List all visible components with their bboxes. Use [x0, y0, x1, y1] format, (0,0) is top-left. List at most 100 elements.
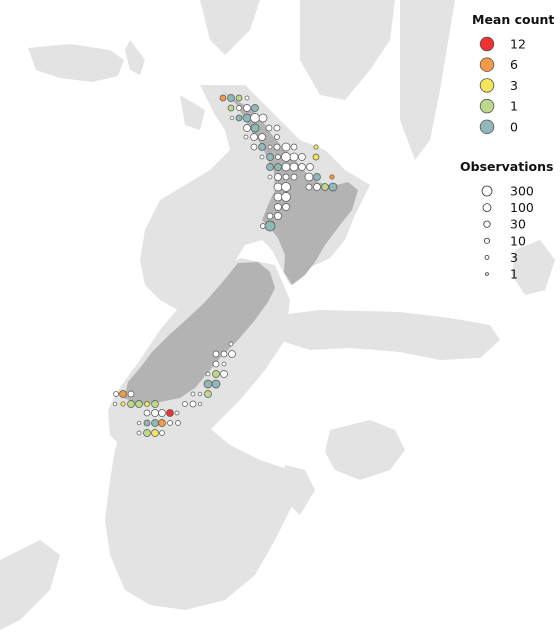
observation-marker	[281, 162, 291, 172]
observation-marker	[174, 410, 180, 416]
observation-marker	[266, 153, 274, 161]
legend-mean-count-swatch	[479, 36, 495, 52]
observation-marker	[267, 174, 273, 180]
observation-marker	[243, 104, 251, 112]
legend-mean-count-swatch	[479, 98, 495, 114]
legend-mean-count-label: 6	[510, 57, 518, 72]
observation-marker	[189, 400, 197, 408]
observation-marker	[298, 163, 306, 171]
observation-marker	[281, 182, 291, 192]
observation-marker	[298, 153, 306, 161]
observation-marker	[259, 154, 265, 160]
observation-marker	[127, 400, 135, 408]
legend-observations-label: 30	[510, 217, 526, 232]
legend-observations-swatch	[482, 203, 492, 213]
observation-marker	[229, 115, 235, 121]
observation-marker	[250, 123, 260, 133]
observation-marker	[203, 379, 213, 389]
south-island	[124, 262, 275, 405]
observation-marker	[274, 163, 282, 171]
observation-marker	[258, 143, 266, 151]
observation-marker	[190, 391, 196, 397]
observation-marker	[290, 173, 298, 181]
legend-mean-count-title: Mean count	[472, 12, 554, 27]
shelf-layer	[0, 0, 555, 630]
observation-marker	[329, 174, 335, 180]
observation-marker	[221, 361, 227, 367]
observation-marker	[289, 162, 299, 172]
observation-marker	[136, 430, 142, 436]
observation-marker	[235, 94, 243, 102]
observation-marker	[227, 104, 235, 112]
observation-marker	[212, 370, 220, 378]
observation-marker	[212, 350, 220, 358]
observation-marker	[282, 203, 290, 211]
observation-marker	[250, 143, 258, 151]
observation-marker	[136, 420, 142, 426]
legend-observations-label: 3	[510, 250, 518, 265]
observation-marker	[235, 114, 243, 122]
observation-marker	[211, 379, 221, 389]
observation-marker	[273, 143, 281, 151]
observation-marker	[265, 124, 273, 132]
observation-marker	[273, 124, 281, 132]
observation-marker	[242, 113, 252, 123]
observation-marker	[281, 142, 291, 152]
observation-marker	[274, 173, 282, 181]
observation-marker	[274, 203, 282, 211]
observation-marker	[219, 94, 227, 102]
legend-mean-count-label: 12	[510, 37, 526, 52]
observation-marker	[120, 401, 126, 407]
observation-marker	[281, 152, 291, 162]
observation-marker	[197, 401, 203, 407]
observation-marker	[243, 134, 249, 140]
observation-marker	[227, 94, 235, 102]
observation-marker	[267, 144, 273, 150]
observation-marker	[282, 173, 290, 181]
observation-marker	[228, 350, 236, 358]
observation-marker	[112, 401, 118, 407]
observation-marker	[127, 390, 135, 398]
observation-marker	[305, 183, 313, 191]
observation-circles	[112, 94, 338, 437]
legend-observations-label: 1	[510, 267, 518, 282]
legend-mean-count-label: 1	[510, 99, 518, 114]
observation-marker	[250, 113, 260, 123]
observation-marker	[251, 104, 259, 112]
observation-marker	[151, 409, 159, 417]
legend-mean-count-label: 0	[510, 119, 518, 134]
observation-marker	[204, 390, 212, 398]
observation-marker	[304, 172, 314, 182]
observation-marker	[313, 173, 321, 181]
observation-marker	[321, 183, 329, 191]
observation-marker	[167, 420, 173, 426]
observation-marker	[258, 133, 266, 141]
observation-marker	[274, 212, 282, 220]
legend-observations-label: 100	[510, 200, 534, 215]
observation-marker	[244, 95, 250, 101]
observation-marker	[205, 371, 211, 377]
observation-marker	[151, 429, 159, 437]
observation-marker	[220, 370, 228, 378]
observation-marker	[159, 430, 165, 436]
observation-marker	[274, 134, 280, 140]
legend-observations-swatch	[484, 254, 490, 260]
observation-marker	[258, 113, 268, 123]
observation-marker	[220, 350, 228, 358]
observation-marker	[313, 144, 319, 150]
legend-mean-count-swatch	[479, 78, 495, 93]
legend-observations-swatch	[485, 272, 489, 276]
observation-marker	[266, 163, 274, 171]
observation-marker	[243, 124, 251, 132]
observation-marker	[273, 182, 283, 192]
observation-marker	[236, 105, 242, 111]
observation-marker	[182, 401, 188, 407]
observation-marker	[151, 400, 159, 408]
observation-marker	[289, 152, 299, 162]
observation-marker	[328, 182, 338, 192]
observation-marker	[113, 391, 119, 397]
observation-marker	[143, 419, 151, 427]
observation-marker	[264, 220, 276, 232]
legend-mean-count: Mean count 12 6 3 1 0	[472, 12, 554, 134]
